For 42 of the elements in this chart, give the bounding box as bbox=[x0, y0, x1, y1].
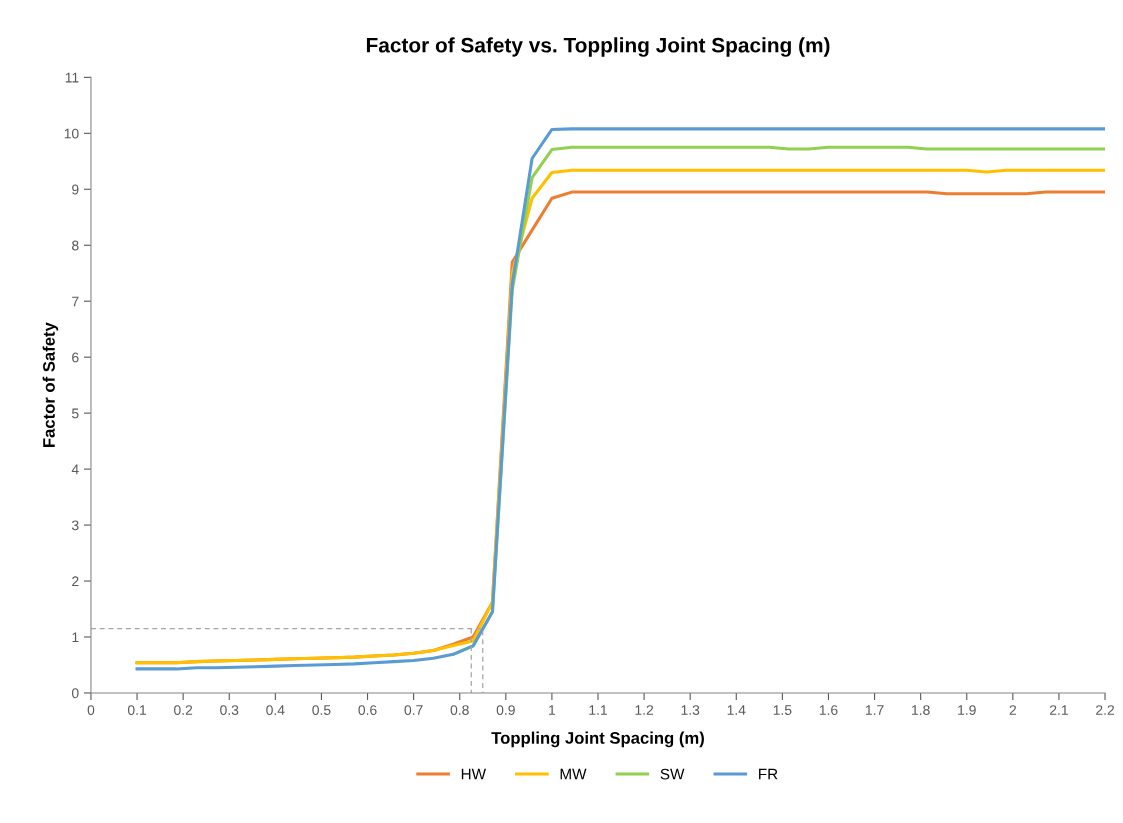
x-tick-label: 2 bbox=[1009, 705, 1017, 715]
x-tick-label: 0.6 bbox=[358, 705, 377, 715]
x-tick-label: 1.3 bbox=[681, 705, 700, 715]
x-tick-label: 1.8 bbox=[912, 705, 930, 715]
x-tick-label: 0.7 bbox=[404, 705, 423, 715]
y-tick-label: 3 bbox=[71, 520, 79, 531]
y-axis-title: Factor of Safety bbox=[42, 322, 59, 448]
x-tick-label: 0.5 bbox=[312, 705, 331, 715]
x-tick-label: 2.1 bbox=[1049, 705, 1068, 715]
x-tick-label: 1.7 bbox=[865, 705, 884, 715]
x-tick-label: 1 bbox=[549, 705, 556, 715]
x-tick-label: 1.6 bbox=[819, 705, 838, 715]
y-tick-label: 4 bbox=[71, 464, 79, 475]
y-tick-label: 10 bbox=[64, 128, 79, 139]
x-tick-label: 0 bbox=[87, 705, 95, 715]
y-tick-label: 2 bbox=[72, 576, 79, 587]
y-tick-label: 7 bbox=[72, 296, 79, 307]
x-tick-label: 0.1 bbox=[127, 705, 147, 715]
y-tick-label: 11 bbox=[65, 72, 79, 83]
legend-label: SW bbox=[660, 768, 685, 780]
y-tick-label: 5 bbox=[71, 408, 79, 419]
x-tick-label: 0.3 bbox=[220, 705, 239, 715]
x-tick-label: 1.5 bbox=[773, 705, 792, 715]
x-tick-label: 1.4 bbox=[727, 705, 746, 715]
y-tick-label: 1 bbox=[72, 632, 79, 643]
chart-title: Factor of Safety vs. Toppling Joint Spacing (m) bbox=[366, 37, 830, 57]
x-tick-label: 1.9 bbox=[958, 705, 976, 715]
legend-label: HW bbox=[461, 768, 486, 780]
y-tick-label: 6 bbox=[72, 352, 79, 363]
legend-label: MW bbox=[560, 768, 587, 780]
y-tick-label: 9 bbox=[72, 184, 79, 195]
x-tick-label: 0.8 bbox=[450, 705, 469, 715]
y-tick-label: 0 bbox=[71, 688, 79, 699]
x-tick-label: 0.2 bbox=[174, 705, 193, 715]
x-tick-label: 1.2 bbox=[635, 705, 654, 715]
x-tick-label: 1.1 bbox=[589, 705, 607, 715]
x-tick-label: 2.2 bbox=[1096, 705, 1114, 715]
x-tick-label: 0.4 bbox=[266, 705, 285, 715]
x-axis-title: Toppling Joint Spacing (m) bbox=[491, 731, 704, 748]
x-tick-label: 0.9 bbox=[496, 705, 515, 715]
legend-label: FR bbox=[759, 768, 778, 780]
y-tick-label: 8 bbox=[72, 240, 79, 251]
